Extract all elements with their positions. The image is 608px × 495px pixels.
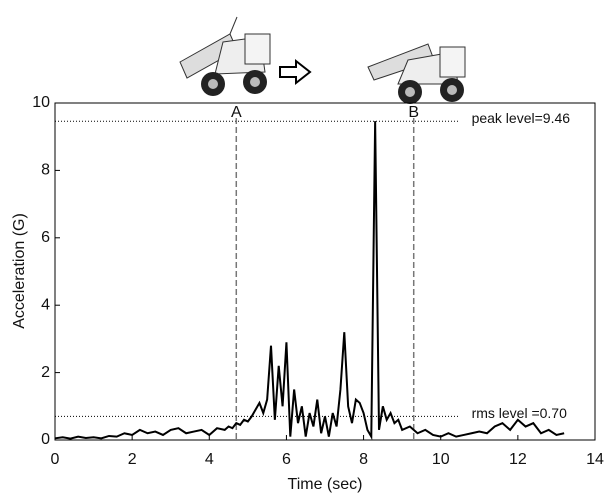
y-tick-label: 6 xyxy=(41,229,50,246)
data-line xyxy=(54,121,565,441)
x-tick-label: 12 xyxy=(509,451,527,468)
x-tick-label: 14 xyxy=(586,451,604,468)
x-tick-label: 8 xyxy=(359,451,368,468)
y-axis-label: Acceleration (G) xyxy=(11,213,28,329)
marker-label: A xyxy=(231,104,242,121)
plot-frame xyxy=(54,102,596,441)
x-tick-label: 4 xyxy=(205,451,214,468)
y-tick-label: 10 xyxy=(32,94,50,111)
x-tick-label: 6 xyxy=(282,451,291,468)
truck-icon xyxy=(179,16,271,96)
y-tick-label: 2 xyxy=(41,364,50,381)
x-tick-label: 2 xyxy=(128,451,137,468)
y-tick-label: 8 xyxy=(41,162,50,179)
x-tick-label: 10 xyxy=(432,451,450,468)
x-tick-label: 0 xyxy=(51,451,60,468)
level-label: rms level =0.70 xyxy=(472,405,568,421)
marker-label: B xyxy=(408,104,419,121)
y-tick-label: 0 xyxy=(41,431,50,448)
level-label: peak level=9.46 xyxy=(472,110,571,126)
arrow-icon xyxy=(279,58,312,86)
x-axis-label: Time (sec) xyxy=(288,476,363,493)
y-tick-label: 4 xyxy=(41,296,50,313)
truck-icon xyxy=(367,43,466,104)
